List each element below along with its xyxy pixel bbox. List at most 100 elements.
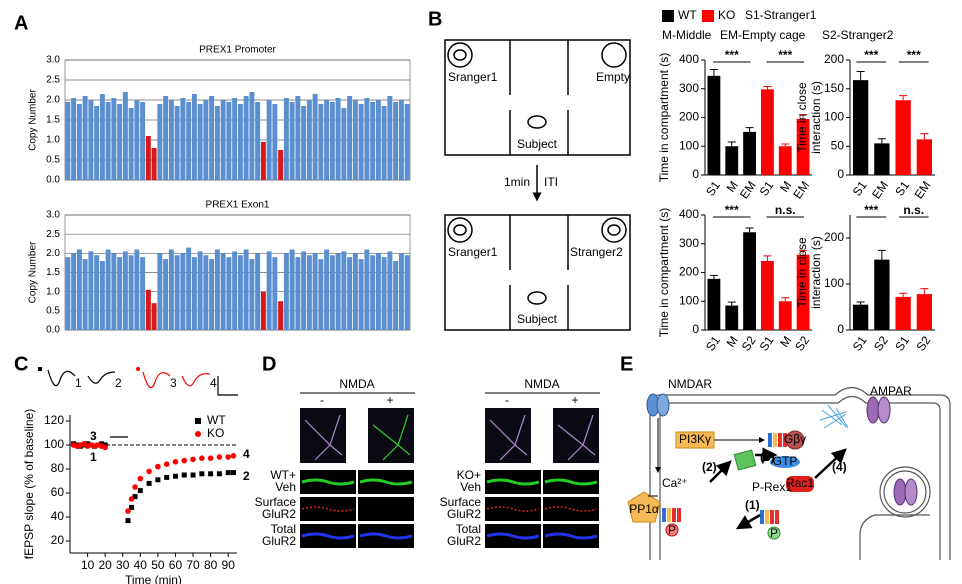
bar — [347, 257, 353, 330]
bar — [341, 251, 347, 330]
legend-marker — [195, 418, 201, 424]
x-tick-label: 40 — [134, 558, 148, 572]
bar — [111, 253, 117, 330]
bar — [232, 251, 238, 330]
x-tick-label: 90 — [222, 558, 236, 572]
y-tick-label: 0 — [692, 322, 699, 336]
marker — [146, 468, 152, 475]
y-axis-label: Copy Number — [28, 241, 39, 303]
marker — [155, 477, 161, 483]
bar — [318, 104, 324, 180]
bar — [381, 106, 387, 180]
bar — [916, 294, 933, 330]
x-tick-label: S2 — [914, 333, 934, 353]
diagram-label: Ca²⁺ — [662, 476, 688, 490]
significance: n.s. — [903, 203, 924, 217]
x-tick-label: 10 — [81, 558, 95, 572]
bar — [180, 253, 186, 330]
y-axis-label: Copy Number — [28, 88, 39, 150]
bar — [145, 136, 151, 180]
bar — [209, 96, 215, 180]
legend-note: EM-Empty cage — [720, 28, 806, 42]
x-axis-label: Time (min) — [125, 573, 182, 584]
condition-header: NMDA — [339, 377, 374, 391]
bar — [329, 102, 335, 180]
bar — [71, 98, 77, 180]
diagram-label: Rac1 — [786, 476, 814, 490]
bar — [387, 96, 393, 180]
x-tick-label: S2 — [871, 333, 891, 353]
y-tick-label: 1.0 — [46, 286, 60, 297]
bar — [375, 100, 381, 180]
chamber-label: Empty — [596, 70, 630, 84]
x-tick-label: M — [724, 334, 741, 350]
annotation: 2 — [243, 469, 250, 483]
x-tick-label: S2 — [792, 333, 812, 353]
bar — [237, 255, 243, 330]
trace-label: 2 — [115, 376, 122, 390]
annotation: 1 — [90, 450, 97, 464]
neuron — [372, 414, 411, 461]
row-label: Total — [271, 522, 296, 536]
bar — [226, 257, 232, 330]
bar — [895, 100, 911, 175]
row-label: GluR2 — [262, 534, 296, 548]
marker — [128, 496, 135, 502]
bar — [157, 253, 163, 330]
trace-label: 4 — [210, 376, 217, 390]
y-tick-label: 20 — [51, 533, 65, 547]
strip — [485, 497, 541, 521]
dendrite — [301, 478, 355, 486]
bar — [335, 253, 341, 330]
row-label: GluR2 — [447, 534, 481, 548]
marker — [163, 461, 170, 468]
bar — [76, 249, 82, 330]
bar — [370, 255, 376, 330]
bar — [174, 255, 180, 330]
marker — [129, 504, 135, 510]
bar — [375, 253, 381, 330]
bar — [852, 80, 869, 175]
y-tick-label: 50 — [831, 138, 845, 152]
molecules — [627, 393, 918, 540]
y-tick-label: 1.5 — [46, 267, 60, 278]
x-tick-label: EM — [912, 179, 934, 202]
bar — [94, 255, 100, 330]
significance: *** — [725, 203, 739, 217]
marker — [216, 454, 223, 460]
dendrite — [486, 506, 540, 512]
y-tick-label: 200 — [824, 230, 844, 244]
bar — [260, 142, 266, 180]
error-bar — [899, 292, 908, 297]
significance: *** — [907, 48, 921, 62]
row-label: WT+ — [270, 468, 296, 482]
dendrite — [301, 506, 355, 512]
bar — [180, 98, 186, 180]
y-tick-label: 0 — [837, 322, 844, 336]
marker — [181, 457, 188, 464]
legend-note: S1-Stranger1 — [745, 8, 817, 22]
bar — [134, 249, 140, 330]
y-tick-label: 100 — [679, 138, 699, 152]
y-tick-label: 100 — [824, 276, 844, 290]
legend-note: S2-Stranger2 — [822, 28, 894, 42]
bar — [249, 259, 255, 330]
legend-note: M-Middle — [662, 28, 712, 42]
legend-swatch — [702, 10, 714, 22]
bar — [364, 98, 370, 180]
bar — [82, 259, 88, 330]
bar — [283, 253, 289, 330]
error-bar — [856, 301, 865, 305]
bar — [168, 100, 174, 180]
trace-label: 3 — [170, 376, 177, 390]
panel-label: C — [14, 353, 28, 375]
bar — [760, 261, 774, 330]
bar — [796, 118, 810, 175]
x-tick-label: 70 — [186, 558, 200, 572]
micrograph — [368, 408, 414, 463]
phospho-label: P — [770, 526, 778, 540]
bar — [301, 106, 307, 180]
annotation: 4 — [243, 447, 250, 461]
bar — [916, 139, 933, 175]
